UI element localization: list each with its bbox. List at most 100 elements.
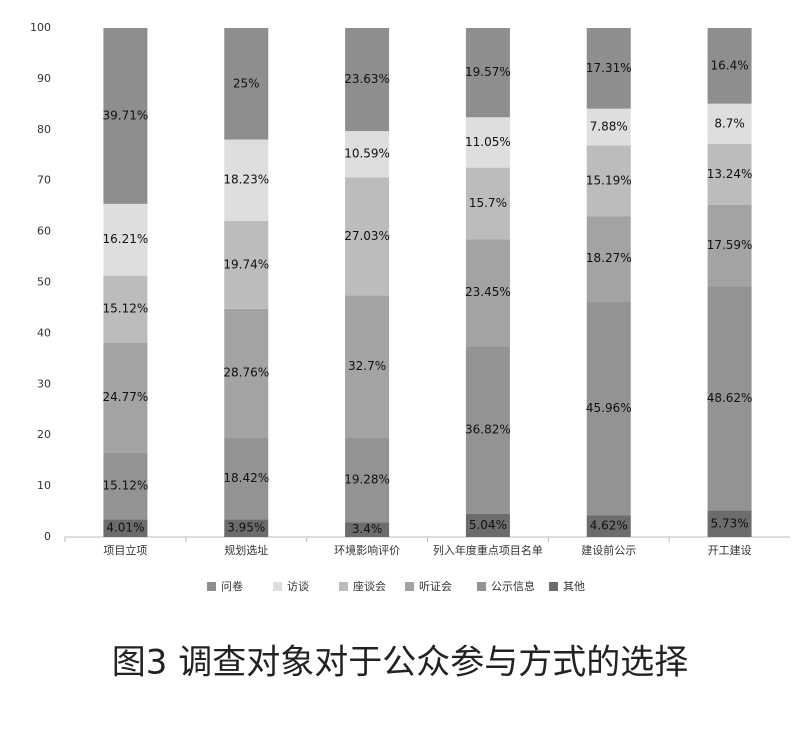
bar-segment: [224, 519, 269, 537]
data-label: 16.21%: [103, 232, 149, 246]
bar-segment: [345, 438, 390, 523]
bar-segment: [586, 108, 631, 146]
bar-segment: [707, 204, 752, 287]
data-label: 10.59%: [344, 147, 390, 161]
bar-segment: [707, 28, 752, 104]
legend-label: 访谈: [287, 580, 309, 593]
bar-segment: [224, 437, 269, 520]
bar-segment: [103, 452, 148, 520]
data-label: 39.71%: [103, 108, 149, 122]
data-label: 18.27%: [586, 251, 632, 265]
data-label: 19.74%: [223, 257, 269, 271]
bar-segment: [586, 145, 631, 217]
data-label: 4.62%: [590, 519, 628, 533]
x-tick-label: 开工建设: [708, 543, 752, 557]
x-tick-label: 项目立项: [103, 543, 147, 557]
bar-segment: [103, 519, 148, 537]
legend-swatch: [405, 582, 414, 591]
data-label: 5.04%: [469, 518, 507, 532]
bar-segment: [586, 216, 631, 302]
data-label: 13.24%: [707, 167, 753, 181]
y-tick-label: 70: [37, 174, 51, 187]
legend-label: 听证会: [419, 580, 452, 593]
bar-segment: [103, 203, 148, 276]
y-tick-label: 90: [37, 72, 51, 85]
bar-segment: [586, 301, 631, 516]
data-label: 19.28%: [344, 473, 390, 487]
data-label: 15.19%: [586, 173, 632, 187]
bar-segment: [465, 167, 510, 240]
bar-segment: [224, 28, 269, 140]
bar-segment: [465, 28, 510, 118]
bar-segment: [103, 275, 148, 343]
legend-label: 其他: [563, 580, 585, 593]
x-tick-label: 规划选址: [224, 543, 268, 557]
bar-segment: [345, 131, 390, 178]
y-tick-label: 0: [44, 530, 51, 543]
data-label: 11.05%: [465, 135, 511, 149]
y-tick-label: 80: [37, 123, 51, 136]
legend-label: 公示信息: [491, 579, 535, 593]
data-label: 17.31%: [586, 61, 632, 75]
data-label: 18.42%: [223, 471, 269, 485]
y-tick-label: 30: [37, 377, 51, 390]
legend-label: 问卷: [221, 579, 243, 593]
bar-segment: [345, 28, 390, 132]
data-label: 4.01%: [106, 521, 144, 535]
bar-segment: [465, 239, 510, 347]
data-label: 27.03%: [344, 229, 390, 243]
data-label: 23.63%: [344, 72, 390, 86]
bar-segment: [465, 117, 510, 168]
bar-segment: [586, 515, 631, 537]
bar-segment: [224, 139, 269, 221]
data-label: 48.62%: [707, 391, 753, 405]
bar-segment: [345, 295, 390, 439]
data-label: 15.12%: [103, 302, 149, 316]
data-label: 16.4%: [711, 58, 749, 72]
data-label: 15.12%: [103, 478, 149, 492]
data-label: 17.59%: [707, 238, 753, 252]
y-tick-label: 40: [37, 326, 51, 339]
legend-label: 座谈会: [353, 579, 386, 593]
x-tick-label: 列入年度重点项目名单: [433, 543, 543, 557]
bar-segment: [586, 28, 631, 109]
y-tick-label: 60: [37, 225, 51, 238]
y-tick-label: 20: [37, 428, 51, 441]
data-label: 18.23%: [223, 173, 269, 187]
bar-segment: [465, 346, 510, 515]
x-tick-label: 建设前公示: [581, 543, 636, 557]
legend-swatch: [273, 582, 282, 591]
data-label: 32.7%: [348, 359, 386, 373]
data-label: 23.45%: [465, 285, 511, 299]
bar-segment: [103, 28, 148, 204]
data-label: 7.88%: [590, 120, 628, 134]
bar-segment: [345, 177, 390, 296]
data-label: 3.95%: [227, 521, 265, 535]
data-label: 45.96%: [586, 401, 632, 415]
y-tick-label: 100: [30, 21, 51, 34]
data-label: 28.76%: [223, 366, 269, 380]
bar-segment: [345, 522, 390, 537]
legend-swatch: [477, 582, 486, 591]
bar-segment: [224, 220, 269, 309]
chart-title: 图3 调查对象对于公众参与方式的选择: [112, 643, 688, 683]
data-label: 36.82%: [465, 423, 511, 437]
y-tick-label: 10: [37, 479, 51, 492]
data-label: 15.7%: [469, 196, 507, 210]
bar-segment: [224, 308, 269, 438]
bar-segment: [465, 514, 510, 537]
data-label: 3.4%: [352, 522, 383, 536]
data-label: 24.77%: [103, 390, 149, 404]
bar-segment: [707, 143, 752, 205]
data-label: 8.7%: [714, 116, 745, 130]
x-tick-label: 环境影响评价: [334, 543, 400, 557]
legend-swatch: [207, 582, 216, 591]
bar-segment: [707, 286, 752, 511]
legend-swatch: [339, 582, 348, 591]
data-label: 25%: [233, 76, 260, 90]
bar-segment: [707, 510, 752, 537]
data-label: 5.73%: [711, 516, 749, 530]
bar-segment: [103, 342, 148, 453]
y-tick-label: 50: [37, 276, 51, 289]
